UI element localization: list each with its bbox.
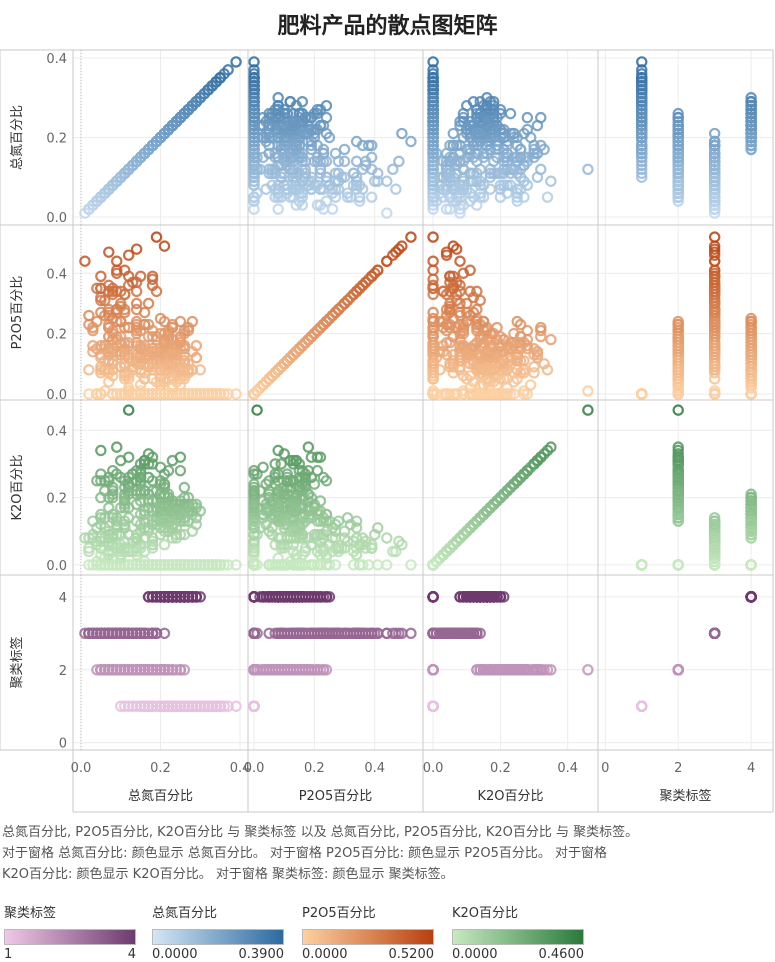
data-point xyxy=(112,257,121,266)
data-point xyxy=(340,145,349,154)
data-point xyxy=(340,157,349,166)
data-point xyxy=(231,57,240,66)
data-point xyxy=(124,251,133,260)
data-point xyxy=(176,466,185,475)
data-point xyxy=(546,177,555,186)
data-point xyxy=(406,232,415,241)
data-point xyxy=(536,165,545,174)
data-point xyxy=(536,113,545,122)
data-point xyxy=(583,165,592,174)
data-point xyxy=(112,443,121,452)
data-point xyxy=(506,109,515,118)
data-point xyxy=(710,232,719,241)
data-point xyxy=(382,257,391,266)
data-point xyxy=(84,365,93,374)
data-point xyxy=(543,193,552,202)
data-point xyxy=(84,311,93,320)
data-point xyxy=(529,368,538,377)
data-point xyxy=(124,453,133,462)
data-point xyxy=(449,129,458,138)
data-point xyxy=(710,257,719,266)
data-point xyxy=(132,299,141,308)
data-point xyxy=(388,165,397,174)
data-point xyxy=(397,129,406,138)
data-point xyxy=(80,257,89,266)
data-point xyxy=(352,157,361,166)
data-point xyxy=(132,287,141,296)
data-point xyxy=(274,204,283,213)
points xyxy=(80,57,755,711)
data-point xyxy=(160,540,169,549)
data-point xyxy=(160,242,169,251)
data-point xyxy=(152,232,161,241)
data-point xyxy=(382,208,391,217)
data-point xyxy=(124,405,133,414)
data-point xyxy=(96,446,105,455)
data-point xyxy=(406,137,415,146)
data-point xyxy=(180,483,189,492)
data-point xyxy=(526,380,535,389)
data-point xyxy=(144,299,153,308)
data-point xyxy=(710,374,719,383)
data-point xyxy=(546,335,555,344)
data-point xyxy=(523,113,532,122)
data-point xyxy=(176,453,185,462)
data-point xyxy=(391,185,400,194)
data-point xyxy=(382,177,391,186)
data-point xyxy=(304,443,313,452)
data-point xyxy=(104,248,113,257)
data-point xyxy=(328,204,337,213)
data-point xyxy=(455,257,464,266)
